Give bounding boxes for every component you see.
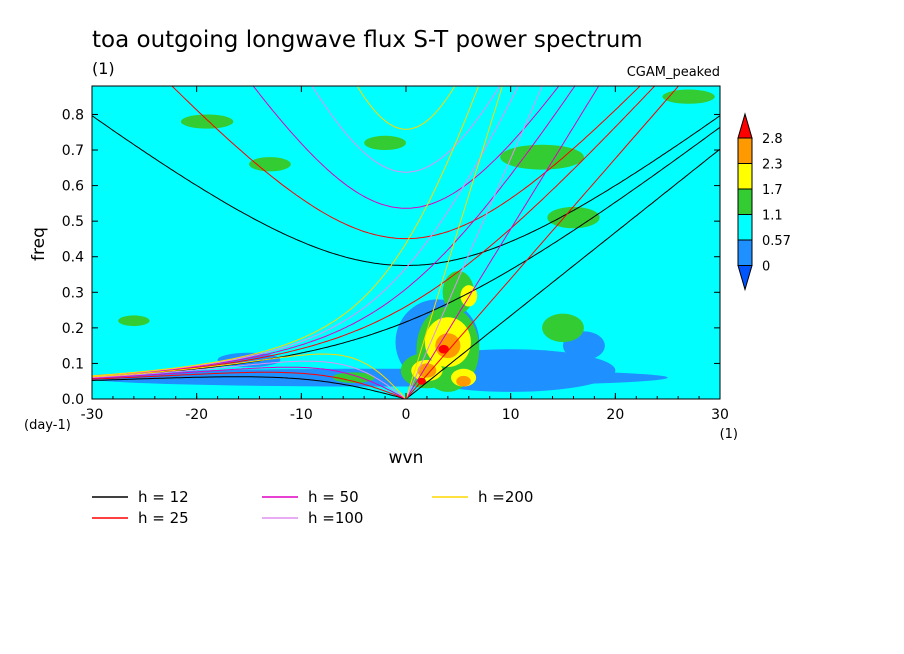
colorbar: 2.8 2.3 1.7 1.1 0.57 0 bbox=[737, 112, 791, 292]
x-tick-label: 20 bbox=[606, 407, 624, 423]
dispersion-curve bbox=[405, 86, 600, 399]
y-axis-ticks: 0.0 0.1 0.2 0.3 0.4 0.5 0.6 0.7 0.8 bbox=[62, 107, 720, 408]
x-unit-label: (1) bbox=[720, 427, 738, 442]
contour-blob bbox=[248, 157, 291, 172]
x-tick-label: -20 bbox=[185, 407, 208, 423]
x-axis-label: wvn bbox=[389, 448, 424, 468]
x-tick-label: 30 bbox=[711, 407, 729, 423]
legend-label: h = 50 bbox=[308, 488, 359, 506]
y-axis-label: freq bbox=[29, 227, 49, 261]
contour-blob bbox=[180, 114, 234, 129]
dispersion-curve bbox=[311, 86, 501, 173]
contour-blob bbox=[456, 375, 471, 387]
y-tick-label: 0.3 bbox=[62, 285, 84, 301]
colorbar-label: 0.57 bbox=[762, 234, 791, 249]
colorbar-extend-bottom bbox=[737, 265, 753, 292]
legend-label: h =200 bbox=[478, 488, 533, 506]
y-tick-label: 0.6 bbox=[62, 179, 84, 195]
chart-subtitle: (1) bbox=[92, 59, 115, 78]
contour-blob bbox=[332, 372, 375, 383]
dispersion-curve bbox=[405, 86, 543, 399]
y-tick-label: 0.8 bbox=[62, 107, 84, 123]
legend: h = 12 h = 25 h = 50 h =100 h =200 bbox=[92, 488, 533, 527]
contour-blob bbox=[542, 313, 584, 343]
contour-blob bbox=[500, 144, 584, 170]
colorbar-label: 1.7 bbox=[762, 183, 783, 198]
dispersion-curve bbox=[92, 115, 720, 266]
legend-label: h = 25 bbox=[138, 509, 189, 527]
dispersion-curve bbox=[405, 148, 720, 399]
y-tick-label: 0.1 bbox=[62, 356, 84, 372]
dispersion-curve bbox=[92, 360, 407, 399]
colorbar-label: 2.8 bbox=[762, 132, 783, 147]
dispersion-curve bbox=[356, 86, 456, 130]
dispersion-curve bbox=[92, 376, 407, 399]
chart-title: toa outgoing longwave flux S-T power spe… bbox=[92, 27, 643, 53]
legend-label: h =100 bbox=[308, 509, 363, 527]
x-tick-label: 0 bbox=[402, 407, 411, 423]
colorbar-label: 0 bbox=[762, 260, 770, 275]
colorbar-label: 1.1 bbox=[762, 209, 783, 224]
colorbar-label: 2.3 bbox=[762, 158, 783, 173]
y-tick-label: 0.5 bbox=[62, 214, 84, 230]
y-unit-label: (day-1) bbox=[24, 418, 71, 433]
dispersion-curve bbox=[405, 86, 503, 399]
y-tick-label: 0.4 bbox=[62, 250, 84, 266]
contour-blob bbox=[662, 89, 715, 104]
dispersion-curves bbox=[92, 86, 720, 399]
dispersion-curve bbox=[405, 86, 680, 399]
legend-label: h = 12 bbox=[138, 488, 189, 506]
y-tick-label: 0.7 bbox=[62, 143, 84, 159]
dispersion-curve bbox=[171, 86, 641, 240]
dispersion-curve bbox=[92, 86, 656, 378]
contour-blob bbox=[438, 344, 449, 354]
colorbar-box bbox=[737, 214, 753, 241]
colorbar-box bbox=[737, 188, 753, 215]
dispersion-curve bbox=[92, 353, 407, 399]
dispersion-curve bbox=[92, 86, 480, 377]
x-tick-label: -10 bbox=[290, 407, 313, 423]
dispersion-curve bbox=[252, 86, 560, 209]
contour-blob bbox=[547, 206, 600, 229]
plot-area bbox=[92, 86, 720, 399]
contour-blob bbox=[417, 363, 437, 378]
contour-fills bbox=[92, 89, 715, 392]
colorbar-box bbox=[737, 137, 753, 164]
contour-blob bbox=[364, 135, 407, 151]
colorbar-box bbox=[737, 163, 753, 190]
colorbar-box bbox=[737, 239, 753, 266]
y-tick-label: 0.2 bbox=[62, 321, 84, 337]
dispersion-curve bbox=[92, 366, 407, 399]
x-tick-label: -30 bbox=[81, 407, 104, 423]
y-tick-label: 0.0 bbox=[62, 392, 84, 408]
dispersion-curve bbox=[92, 371, 407, 399]
x-tick-label: 10 bbox=[502, 407, 520, 423]
chart-annotation: CGAM_peaked bbox=[627, 65, 720, 80]
colorbar-extend-top bbox=[737, 112, 753, 139]
dispersion-curve bbox=[92, 86, 576, 377]
dispersion-curve bbox=[92, 126, 720, 378]
contour-blob bbox=[118, 315, 150, 327]
